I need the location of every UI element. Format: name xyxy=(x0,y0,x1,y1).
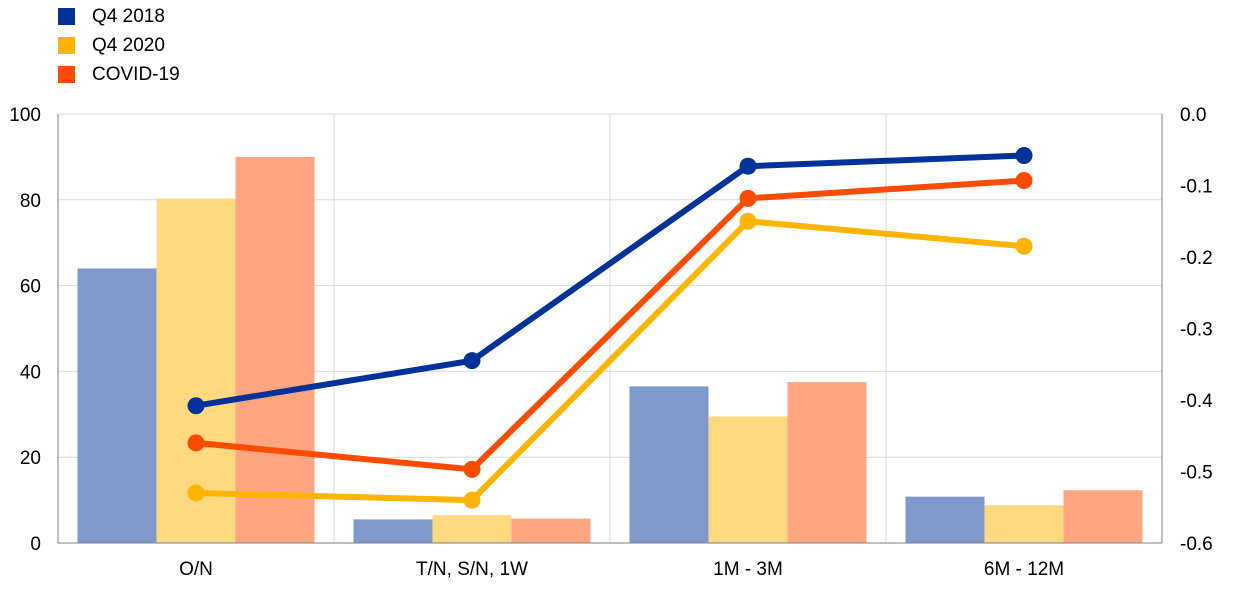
legend: Q4 2018 Q4 2020 COVID-19 xyxy=(58,2,180,89)
bar xyxy=(353,519,433,543)
right-tick-label: -0.4 xyxy=(1180,391,1213,412)
legend-swatch-q4-2018 xyxy=(58,8,75,25)
line-point xyxy=(1015,171,1033,189)
left-tick-label: 80 xyxy=(20,191,41,212)
bar xyxy=(1063,490,1143,543)
left-tick-label: 60 xyxy=(20,277,41,298)
category-label: 1M - 3M xyxy=(713,559,783,580)
left-tick-label: 0 xyxy=(30,534,41,555)
series-line xyxy=(193,218,1027,504)
left-tick-label: 20 xyxy=(20,448,41,469)
legend-item-q4-2020: Q4 2020 xyxy=(58,31,180,60)
bar xyxy=(984,505,1064,543)
line-point xyxy=(463,460,481,478)
legend-label-q4-2020: Q4 2020 xyxy=(92,34,165,56)
right-tick-label: -0.2 xyxy=(1180,248,1213,269)
line-point xyxy=(739,189,757,207)
legend-label-covid-19: COVID-19 xyxy=(92,63,180,85)
line-point xyxy=(463,491,481,509)
line-point xyxy=(187,397,205,415)
legend-item-covid-19: COVID-19 xyxy=(58,60,180,89)
bar xyxy=(511,518,591,543)
line-point xyxy=(739,157,757,175)
line-point xyxy=(739,212,757,230)
line-point xyxy=(187,434,205,452)
legend-swatch-covid-19 xyxy=(58,66,75,83)
bar xyxy=(905,496,985,543)
right-tick-label: -0.5 xyxy=(1180,463,1213,484)
bar xyxy=(432,515,512,543)
bar xyxy=(235,156,315,543)
category-label: 6M - 12M xyxy=(984,559,1064,580)
bar xyxy=(629,386,709,543)
left-tick-label: 100 xyxy=(9,105,41,126)
right-tick-label: -0.3 xyxy=(1180,320,1213,341)
line-point xyxy=(1015,146,1033,164)
series-line xyxy=(193,177,1027,473)
legend-swatch-q4-2020 xyxy=(58,37,75,54)
right-tick-label: 0.0 xyxy=(1180,105,1206,126)
legend-item-q4-2018: Q4 2018 xyxy=(58,2,180,31)
right-tick-label: -0.6 xyxy=(1180,534,1213,555)
line-point xyxy=(1015,237,1033,255)
bar xyxy=(708,416,788,543)
line-point xyxy=(463,352,481,370)
bar xyxy=(77,268,157,543)
legend-label-q4-2018: Q4 2018 xyxy=(92,5,165,27)
series-line xyxy=(193,152,1027,409)
line-point xyxy=(187,484,205,502)
category-label: T/N, S/N, 1W xyxy=(416,559,528,580)
category-label: O/N xyxy=(179,559,213,580)
left-tick-label: 40 xyxy=(20,362,41,383)
right-tick-label: -0.1 xyxy=(1180,177,1213,198)
bar xyxy=(787,382,867,543)
